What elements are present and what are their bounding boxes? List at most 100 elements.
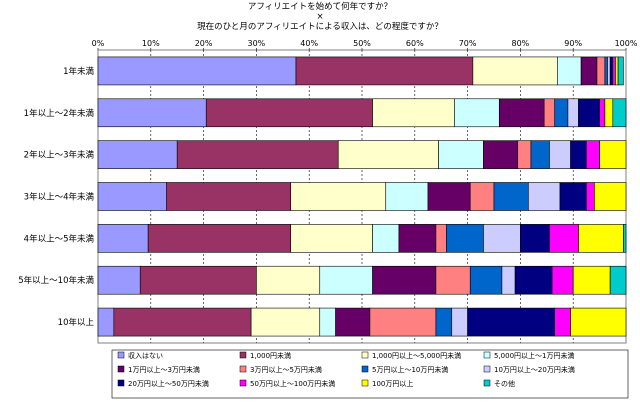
- bar-segment: [97, 98, 207, 128]
- title-line: ×: [316, 12, 323, 22]
- bar-segment: [467, 307, 556, 337]
- bar-segment: [599, 98, 606, 128]
- bar-segment: [520, 224, 550, 253]
- legend-swatch: [483, 365, 491, 373]
- bar-segment: [604, 98, 614, 128]
- bar-segment: [427, 182, 471, 211]
- bar-segment: [335, 307, 371, 337]
- title-line: アフィリエイトを始めて何年ですか？: [248, 1, 392, 12]
- x-tick-label: 100%: [615, 39, 638, 48]
- bar-segment: [446, 224, 484, 253]
- category-label: 2年以上～3年未満: [24, 150, 95, 161]
- bar-segment: [290, 182, 387, 211]
- x-tick-label: 60%: [406, 39, 424, 48]
- bar-segment: [599, 140, 627, 169]
- bar-segment: [256, 265, 321, 295]
- bar-segment: [435, 224, 447, 253]
- legend: 収入はない 1,000円未満 1,000円以上～5,000円未満 5,000円以上～1…: [111, 349, 629, 399]
- bar-segment: [438, 140, 484, 169]
- bar-segment: [176, 140, 339, 169]
- legend-label: 50万円以上～100万円未満: [250, 379, 335, 388]
- bar-segment: [567, 98, 579, 128]
- legend-swatch: [361, 351, 369, 359]
- legend-swatch: [239, 351, 247, 359]
- bar-segment: [580, 56, 598, 86]
- legend-label: 1万円以上～3万円未満: [128, 365, 200, 374]
- bar-segment: [586, 140, 600, 169]
- category-label: 5年以上～10年未満: [18, 275, 94, 286]
- x-tick-label: 70%: [459, 39, 477, 48]
- legend-label: 100万円以上: [372, 379, 413, 388]
- bar-segment: [372, 265, 437, 295]
- bar-segment: [319, 265, 373, 295]
- bar-segment: [435, 307, 453, 337]
- category-labels: 1年未満 1年以上～2年未満 2年以上～3年未満 3年以上～4年未満 4年以上～5年未満…: [18, 66, 94, 328]
- bar-segment: [609, 56, 614, 86]
- bar-segment: [147, 224, 292, 253]
- bar-segment: [517, 140, 532, 169]
- bar-segment: [528, 182, 561, 211]
- legend-swatch: [361, 365, 369, 373]
- bar-segment: [483, 140, 519, 169]
- x-tick-label: 50%: [353, 39, 371, 48]
- bar-segment: [514, 265, 553, 295]
- bar-segment: [398, 224, 437, 253]
- bar-segment: [290, 224, 373, 253]
- bar-segment: [113, 307, 252, 337]
- bar-segment: [337, 140, 439, 169]
- legend-label: 1,000円未満: [250, 351, 291, 360]
- legend-label: 5万円以上～10万円未満: [372, 365, 448, 374]
- bar-segment: [623, 224, 627, 253]
- bar-segment: [604, 56, 608, 86]
- legend-label: 20万円以上～50万円未満: [128, 379, 209, 388]
- bar-segment: [483, 224, 521, 253]
- bar-segment: [572, 265, 611, 295]
- legend-label: 1,000円以上～5,000円未満: [372, 351, 461, 360]
- bar-segment: [551, 265, 574, 295]
- bar-segment: [617, 56, 624, 86]
- bar-segment: [543, 98, 556, 128]
- bar-segment: [205, 98, 373, 128]
- bars: [97, 56, 627, 337]
- x-tick-label: 10%: [142, 39, 160, 48]
- bar-segment: [139, 265, 257, 295]
- legend-swatch: [361, 379, 369, 387]
- legend-label: 10万円以上～20万円未満: [494, 365, 575, 374]
- bar-segment: [594, 182, 627, 211]
- chart-title: アフィリエイトを始めて何年ですか？×現在のひと月のアフィリエイトによる収入は、ど…: [197, 1, 443, 32]
- bar-segment: [97, 182, 167, 211]
- bar-segment: [369, 307, 437, 337]
- legend-swatch: [239, 365, 247, 373]
- x-tick-label: 40%: [300, 39, 318, 48]
- legend-swatch: [483, 379, 491, 387]
- bar-segment: [609, 265, 627, 295]
- x-tick-label: 30%: [248, 39, 266, 48]
- bar-segment: [549, 140, 571, 169]
- bar-segment: [493, 182, 529, 211]
- bar-segment: [372, 224, 400, 253]
- bar-segment: [615, 56, 619, 86]
- bar-segment: [319, 307, 336, 337]
- bar-segment: [559, 182, 587, 211]
- legend-label: 5,000円以上～1万円未満: [494, 351, 575, 360]
- bar-segment: [385, 182, 429, 211]
- bar-segment: [530, 140, 550, 169]
- legend-label: 収入はない: [128, 352, 163, 360]
- bar-segment: [557, 56, 582, 86]
- bar-segment: [578, 98, 600, 128]
- title-line: 現在のひと月のアフィリエイトによる収入は、どの程度ですか？: [197, 21, 443, 32]
- legend-label: その他: [494, 379, 515, 388]
- bar-segment: [435, 265, 471, 295]
- bar-segment: [554, 98, 569, 128]
- bar-segment: [454, 98, 500, 128]
- bar-segment: [607, 56, 611, 86]
- bar-segment: [469, 265, 503, 295]
- bar-segment: [451, 307, 468, 337]
- legend-box: [111, 349, 629, 399]
- category-label: 10年以上: [58, 317, 95, 328]
- bar-segment: [97, 224, 149, 253]
- x-tick-label: 0%: [92, 39, 105, 48]
- bar-segment: [97, 265, 141, 295]
- legend-swatch: [117, 351, 125, 359]
